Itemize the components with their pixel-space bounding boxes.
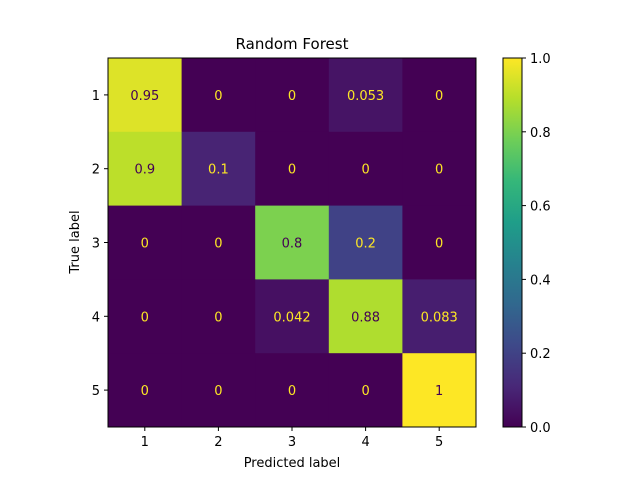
heatmap-cell bbox=[402, 131, 477, 207]
x-tick-label: 3 bbox=[288, 435, 296, 450]
cell-value-label: 0 bbox=[361, 384, 369, 399]
y-axis-ticks: 1 2 3 4 5 bbox=[92, 89, 108, 399]
y-tick-label: 3 bbox=[92, 237, 100, 252]
heatmap-cell bbox=[328, 205, 403, 280]
colorbar-tick-label: 0.8 bbox=[530, 126, 551, 141]
heatmap-cell bbox=[402, 353, 477, 428]
cell-value-label: 0.053 bbox=[347, 89, 384, 104]
heatmap-cell bbox=[402, 279, 477, 354]
cell-value-label: 1 bbox=[435, 384, 443, 399]
cell-value-label: 0 bbox=[214, 237, 222, 252]
heatmap-cell bbox=[255, 205, 330, 280]
cell-value-label: 0 bbox=[214, 89, 222, 104]
cell-value-label: 0.88 bbox=[351, 310, 380, 325]
cell-value-label: 0.8 bbox=[282, 237, 303, 252]
colorbar-tick-label: 0.4 bbox=[530, 273, 551, 288]
x-tick-label: 5 bbox=[435, 435, 443, 450]
cell-value-label: 0 bbox=[435, 237, 443, 252]
colorbar: 0.0 0.2 0.4 0.6 0.8 1.0 bbox=[502, 52, 551, 436]
y-axis-label: True label bbox=[68, 210, 83, 274]
chart-title: Random Forest bbox=[236, 35, 349, 53]
cell-value-label: 0 bbox=[214, 310, 222, 325]
cell-value-label: 0.083 bbox=[421, 310, 458, 325]
heatmap-cell bbox=[328, 353, 403, 428]
y-tick-label: 5 bbox=[92, 384, 100, 399]
heatmap-cell-labels: 0.95 0 0 0.053 0 0.9 0.1 0 0 0 0 0 0.8 0.2 0 0 0 0.042 0.8… bbox=[130, 89, 457, 399]
x-tick-label: 4 bbox=[361, 435, 369, 450]
cell-value-label: 0.95 bbox=[130, 89, 159, 104]
heatmap-cell bbox=[108, 205, 183, 280]
y-tick-label: 4 bbox=[92, 310, 100, 325]
heatmap-cell bbox=[108, 353, 183, 428]
heatmap-cell bbox=[108, 58, 183, 133]
heatmap-cell bbox=[181, 58, 256, 133]
cell-value-label: 0 bbox=[141, 384, 149, 399]
cell-value-label: 0.2 bbox=[355, 237, 376, 252]
y-tick-label: 1 bbox=[92, 89, 100, 104]
y-tick-label: 2 bbox=[92, 163, 100, 178]
heatmap-cell bbox=[402, 58, 477, 133]
cell-value-label: 0 bbox=[435, 89, 443, 104]
cell-value-label: 0.1 bbox=[208, 163, 229, 178]
cell-value-label: 0 bbox=[288, 163, 296, 178]
heatmap-cell bbox=[255, 131, 330, 207]
heatmap-cell bbox=[181, 205, 256, 280]
heatmap-cell bbox=[108, 131, 183, 207]
heatmap-cell bbox=[402, 205, 477, 280]
cell-value-label: 0 bbox=[141, 310, 149, 325]
heatmap-cell bbox=[108, 279, 183, 354]
heatmap-cell bbox=[328, 131, 403, 207]
heatmap-cell bbox=[181, 279, 256, 354]
colorbar-tick-label: 0.2 bbox=[530, 347, 551, 362]
heatmap-cell bbox=[255, 279, 330, 354]
x-tick-label: 2 bbox=[214, 435, 222, 450]
cell-value-label: 0 bbox=[214, 384, 222, 399]
heatmap-cell bbox=[181, 353, 256, 428]
colorbar-tick-label: 0.0 bbox=[530, 421, 551, 436]
heatmap-cell bbox=[328, 279, 403, 354]
x-axis-ticks: 1 2 3 4 5 bbox=[141, 427, 443, 450]
heatmap-cell bbox=[181, 131, 256, 207]
cell-value-label: 0 bbox=[288, 384, 296, 399]
cell-value-label: 0 bbox=[361, 163, 369, 178]
heatmap-cell bbox=[328, 58, 403, 133]
heatmap-cell bbox=[255, 58, 330, 133]
colorbar-tick-label: 0.6 bbox=[530, 200, 551, 215]
x-tick-label: 1 bbox=[141, 435, 149, 450]
x-axis-label: Predicted label bbox=[244, 456, 341, 471]
colorbar-tick-label: 1.0 bbox=[530, 52, 551, 67]
cell-value-label: 0.042 bbox=[273, 310, 310, 325]
cell-value-label: 0 bbox=[141, 237, 149, 252]
colorbar-ticks: 0.0 0.2 0.4 0.6 0.8 1.0 bbox=[522, 52, 551, 436]
cell-value-label: 0.9 bbox=[134, 163, 155, 178]
heatmap-cell bbox=[255, 353, 330, 428]
colorbar-gradient bbox=[502, 57, 523, 428]
cell-value-label: 0 bbox=[435, 163, 443, 178]
cell-value-label: 0 bbox=[288, 89, 296, 104]
heatmap-cells bbox=[108, 58, 477, 428]
